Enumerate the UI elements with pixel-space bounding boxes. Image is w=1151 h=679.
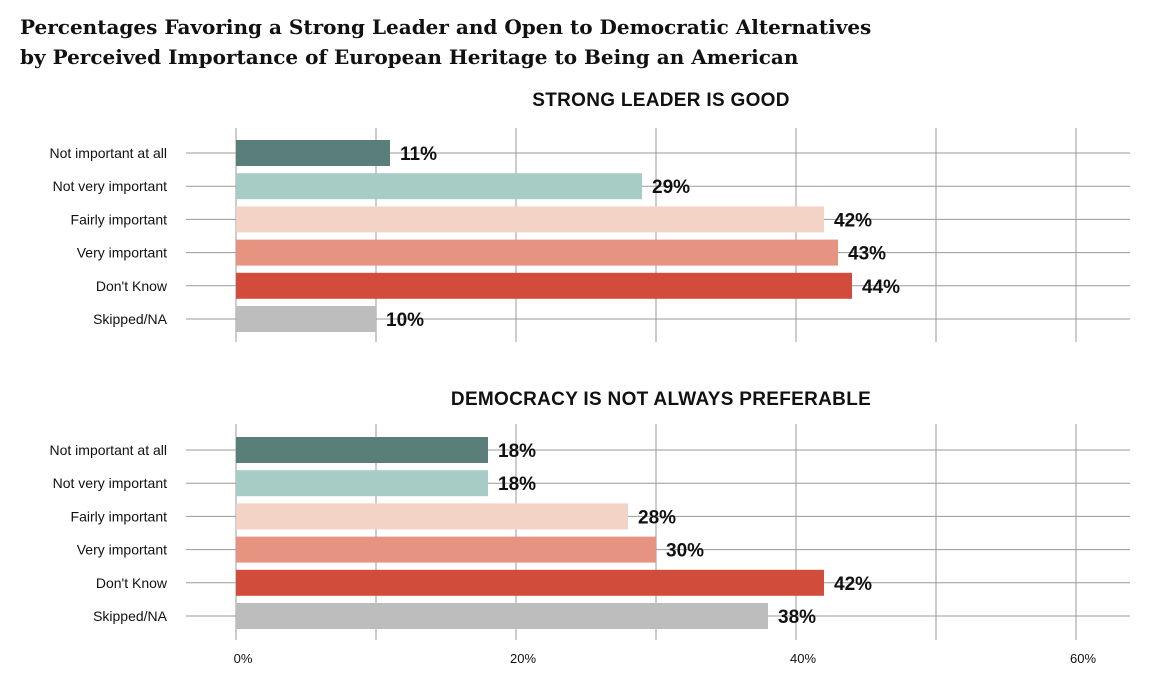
panel-title: DEMOCRACY IS NOT ALWAYS PREFERABLE — [451, 389, 871, 410]
category-label: Fairly important — [71, 508, 168, 524]
data-label: 10% — [386, 310, 424, 331]
data-label: 43% — [848, 244, 886, 265]
bar — [236, 272, 852, 299]
x-tick-label: 40% — [790, 651, 816, 666]
x-tick-label: 20% — [510, 651, 536, 666]
data-label: 44% — [862, 277, 900, 298]
x-tick-label: 0% — [234, 651, 253, 666]
category-label: Skipped/NA — [93, 608, 168, 624]
data-label: 28% — [638, 507, 676, 528]
bar — [236, 239, 838, 266]
bar — [236, 536, 656, 563]
data-label: 42% — [834, 574, 872, 595]
category-label: Not important at all — [50, 442, 168, 458]
x-tick-label: 60% — [1070, 651, 1096, 666]
category-label: Skipped/NA — [93, 311, 168, 327]
bar — [236, 503, 628, 530]
category-label: Don't Know — [96, 575, 168, 591]
bar — [236, 206, 824, 233]
bar — [236, 140, 390, 166]
chart-title-line-1: Percentages Favoring a Strong Leader and… — [20, 15, 872, 39]
category-label: Not important at all — [50, 145, 168, 161]
category-label: Fairly important — [71, 211, 168, 227]
data-label: 42% — [834, 210, 872, 231]
bar — [236, 437, 488, 463]
bar — [236, 173, 642, 200]
category-label: Very important — [77, 245, 167, 261]
bar — [236, 603, 768, 629]
data-label: 18% — [498, 441, 536, 462]
category-label: Very important — [77, 542, 167, 558]
chart-title: Percentages Favoring a Strong Leader and… — [20, 12, 871, 72]
category-label: Not very important — [53, 475, 167, 491]
chart-title-line-2: by Perceived Importance of European Heri… — [20, 45, 799, 69]
category-label: Not very important — [53, 178, 167, 194]
category-label: Don't Know — [96, 278, 168, 294]
data-label: 30% — [666, 541, 704, 562]
bar — [236, 569, 824, 596]
panel-title: STRONG LEADER IS GOOD — [532, 90, 790, 111]
data-label: 38% — [778, 607, 816, 628]
bar — [236, 470, 488, 497]
data-label: 11% — [400, 144, 437, 165]
bar — [236, 306, 376, 332]
data-label: 18% — [498, 474, 536, 495]
data-label: 29% — [652, 177, 690, 198]
